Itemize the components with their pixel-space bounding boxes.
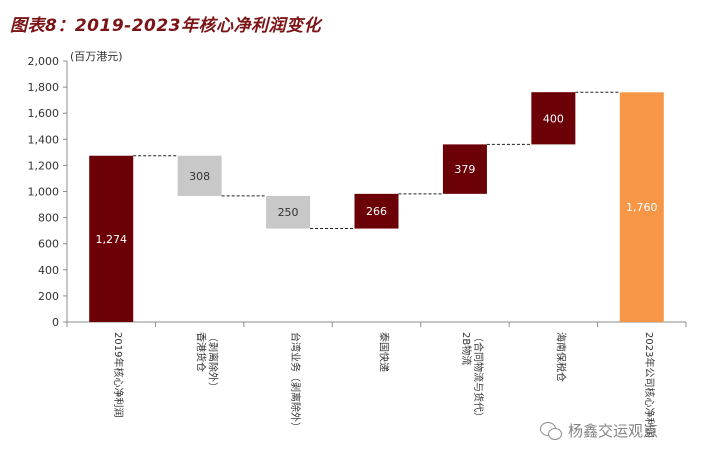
y-tick-label: 400 — [38, 264, 59, 277]
waterfall-bar — [354, 193, 399, 229]
y-tick-label: 1,400 — [28, 133, 60, 146]
x-tick-label: 泰国快递 — [378, 332, 391, 372]
waterfall-bar — [442, 144, 487, 194]
bar-value-label: 1,274 — [95, 233, 127, 246]
waterfall-bar — [531, 92, 576, 145]
axes: 0 200 400 600 800 1,000 1,200 1,400 1,600 1,800 2,… — [28, 55, 687, 329]
x-tick-label: 2023年公司核心净利润 — [643, 332, 656, 437]
y-tick-label: 0 — [52, 316, 59, 329]
bar-value-label: 266 — [366, 205, 387, 218]
bar-value-label: 250 — [278, 206, 299, 219]
waterfall-bar — [177, 155, 222, 196]
y-tick-label: 1,200 — [28, 159, 60, 172]
bar-value-label: 400 — [543, 112, 564, 125]
watermark: 杨鑫交运观点 — [540, 420, 658, 441]
bar-labels: 1,274 308 250 266 379 400 1,760 — [95, 112, 657, 246]
waterfall-bar — [619, 92, 664, 322]
waterfall-bar — [89, 155, 134, 322]
connectors — [133, 91, 620, 230]
x-tick-label: 海南保税仓 — [554, 332, 567, 382]
y-tick-label: 600 — [38, 238, 59, 251]
wechat-icon — [540, 421, 562, 440]
chart-title: 图表8：2019-2023年核心净利润变化 — [10, 16, 322, 36]
y-tick-label: 1,800 — [28, 81, 60, 94]
x-tick-label: （合同物流与货代） — [472, 332, 485, 422]
y-tick-label: 1,600 — [28, 107, 60, 120]
y-axis-unit-label: (百万港元) — [70, 50, 123, 63]
y-tick-label: 800 — [38, 212, 59, 225]
waterfall-bar — [266, 195, 311, 229]
x-tick-label: 台湾业务（剥离除外） — [289, 332, 302, 432]
y-tick-label: 200 — [38, 290, 59, 303]
bar-value-label: 1,760 — [626, 201, 658, 214]
y-tick-label: 2,000 — [28, 55, 60, 68]
bar-value-label: 308 — [189, 170, 210, 183]
x-tick-label: （剥离除外） — [207, 332, 220, 392]
x-tick-label: 2019年核心净利润 — [112, 332, 125, 417]
x-tick-label: 2B物流 — [460, 332, 473, 365]
bars — [89, 92, 664, 322]
watermark-text: 杨鑫交运观点 — [568, 422, 659, 440]
y-tick-label: 1,000 — [28, 186, 60, 199]
x-tick-label: 香港货仓 — [195, 332, 208, 372]
bar-value-label: 379 — [454, 163, 475, 176]
x-tick-labels: 2019年核心净利润 香港货仓 （剥离除外） 台湾业务（剥离除外） 泰国快递 2B物流 （合… — [112, 332, 656, 437]
